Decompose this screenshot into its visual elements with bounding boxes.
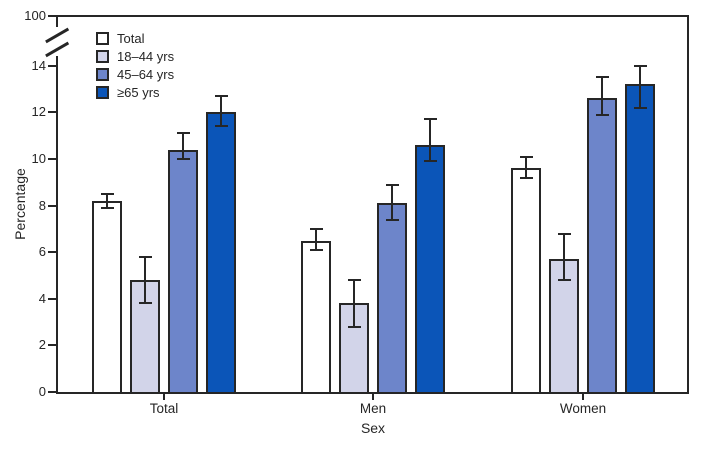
error-bar-line (429, 119, 431, 162)
bar (301, 240, 331, 394)
y-tick (48, 158, 56, 160)
x-tick (582, 394, 584, 400)
legend-item: ≥65 yrs (96, 86, 174, 99)
bar (587, 98, 617, 394)
y-tick-label: 6 (38, 244, 46, 260)
error-bar-cap (177, 132, 190, 135)
x-tick-label: Women (559, 401, 607, 416)
error-bar-cap (101, 206, 114, 209)
error-bar-cap (215, 95, 228, 98)
legend-item: 18–44 yrs (96, 50, 174, 63)
y-axis-lower-segment (56, 56, 58, 394)
y-tick-label: 100 (24, 8, 46, 23)
bar (206, 112, 236, 394)
error-bar-cap (310, 227, 323, 230)
x-tick (372, 394, 374, 400)
legend-label: 45–64 yrs (117, 67, 175, 82)
error-bar-cap (348, 325, 361, 328)
error-bar-line (315, 228, 317, 250)
error-bar-line (563, 233, 565, 281)
error-bar-cap (215, 125, 228, 128)
error-bar-line (353, 280, 355, 327)
error-bar-cap (139, 255, 152, 258)
y-tick-label: 2 (38, 337, 46, 353)
x-tick-label: Men (359, 401, 387, 416)
error-bar-line (525, 156, 527, 178)
error-bar-cap (386, 218, 399, 221)
error-bar-cap (139, 302, 152, 305)
legend-label: ≥65 yrs (117, 85, 160, 100)
legend-item: Total (96, 32, 174, 45)
error-bar-line (182, 133, 184, 159)
error-bar-cap (348, 279, 361, 282)
legend-item: 45–64 yrs (96, 68, 174, 81)
bar (549, 259, 579, 394)
legend-label: 18–44 yrs (117, 49, 175, 64)
error-bar-line (144, 256, 146, 304)
y-tick-label: 12 (31, 104, 46, 120)
y-axis-upper-segment (56, 15, 58, 27)
legend-swatch (96, 32, 109, 45)
y-tick-label: 8 (38, 197, 46, 213)
y-tick-label: 4 (38, 290, 46, 306)
bar (92, 200, 122, 394)
legend-label: Total (117, 31, 145, 46)
plot-top-border (56, 15, 689, 17)
axis-break-mark (45, 27, 69, 43)
legend-swatch (96, 50, 109, 63)
legend-swatch (96, 68, 109, 81)
error-bar-line (220, 96, 222, 127)
error-bar-cap (596, 113, 609, 116)
y-tick-label: 10 (31, 151, 46, 166)
bar (415, 145, 445, 394)
legend: Total 18–44 yrs 45–64 yrs ≥65 yrs (96, 32, 174, 104)
y-tick (48, 15, 56, 17)
axis-break-mark (45, 41, 69, 57)
error-bar-line (391, 184, 393, 220)
y-tick (48, 344, 56, 347)
x-axis-line (56, 392, 689, 394)
error-bar-cap (558, 232, 571, 235)
error-bar-cap (558, 279, 571, 282)
y-tick-label: 14 (31, 57, 46, 73)
error-bar-cap (177, 158, 190, 160)
error-bar-line (106, 193, 108, 208)
error-bar-cap (386, 183, 399, 186)
plot-right-border (687, 15, 689, 394)
error-bar-line (601, 77, 603, 115)
error-bar-cap (424, 160, 437, 163)
bar (625, 84, 655, 394)
y-tick-label: 0 (38, 384, 46, 399)
bar (511, 168, 541, 394)
error-bar-cap (596, 76, 609, 79)
error-bar-cap (520, 155, 533, 158)
x-tick-label: Total (149, 401, 179, 416)
y-tick (48, 297, 56, 300)
x-tick (163, 394, 165, 400)
y-tick (48, 391, 56, 393)
bar (377, 203, 407, 394)
x-axis-title: Sex (360, 420, 386, 436)
error-bar-cap (634, 64, 647, 67)
error-bar-cap (424, 118, 437, 121)
error-bar-cap (101, 192, 114, 195)
error-bar-cap (520, 176, 533, 179)
y-tick (48, 64, 56, 67)
bar (168, 149, 198, 394)
y-tick (48, 111, 56, 114)
bar (130, 280, 160, 394)
y-tick (48, 251, 56, 254)
error-bar-cap (634, 106, 647, 109)
error-bar-line (639, 65, 641, 108)
error-bar-cap (310, 248, 323, 251)
y-tick (48, 204, 56, 207)
legend-swatch (96, 86, 109, 99)
